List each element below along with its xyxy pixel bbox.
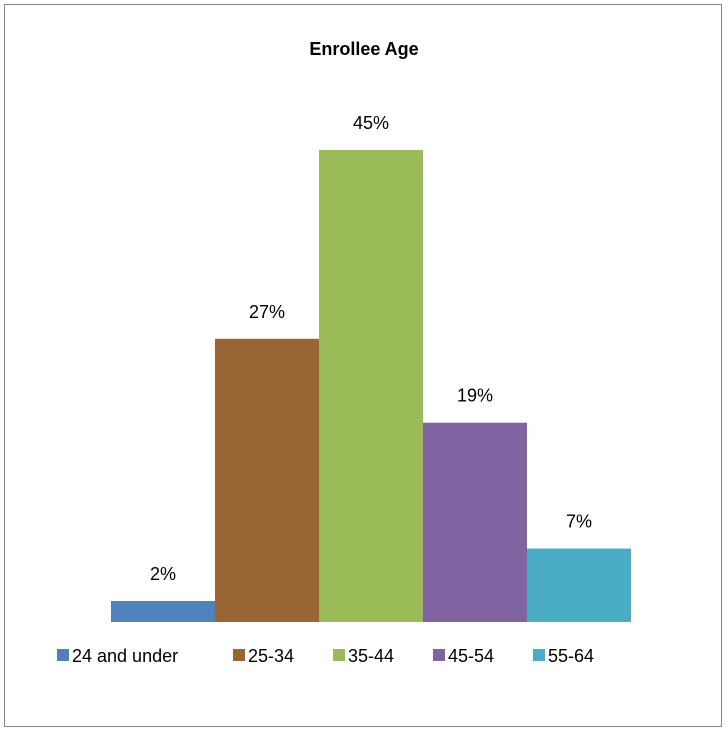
legend-item-35-44: 35-44 [333, 646, 394, 666]
chart-title: Enrollee Age [309, 39, 419, 59]
legend-swatch [333, 649, 345, 661]
data-label-55-64: 7% [566, 512, 592, 532]
data-label-45-54: 19% [457, 386, 493, 406]
legend-swatch [533, 649, 545, 661]
legend-swatch [433, 649, 445, 661]
legend-item-55-64: 55-64 [533, 646, 594, 666]
bar-25-34 [215, 338, 319, 622]
legend-label: 35-44 [348, 646, 394, 666]
data-label-24-and-under: 2% [150, 564, 176, 584]
legend-label: 24 and under [72, 646, 178, 666]
bar-45-54 [423, 422, 527, 622]
legend-item-24-and-under: 24 and under [57, 646, 178, 666]
legend-label: 25-34 [248, 646, 294, 666]
legend-swatch [57, 649, 69, 661]
legend-label: 45-54 [448, 646, 494, 666]
legend-swatch [233, 649, 245, 661]
data-label-35-44: 45% [353, 113, 389, 133]
bar-55-64 [527, 548, 631, 622]
chart-frame: Enrollee Age 2% 27% 45% 19% 7% 24 and under 25… [4, 4, 722, 727]
legend-item-25-34: 25-34 [233, 646, 294, 666]
legend-item-45-54: 45-54 [433, 646, 494, 666]
legend-label: 55-64 [548, 646, 594, 666]
bar-24-and-under [111, 601, 215, 622]
bar-35-44 [319, 150, 423, 622]
chart-plot-area: 2% 27% 45% 19% 7% 24 and under 25-34 35-44 45-54… [57, 113, 631, 666]
data-label-25-34: 27% [249, 302, 285, 322]
